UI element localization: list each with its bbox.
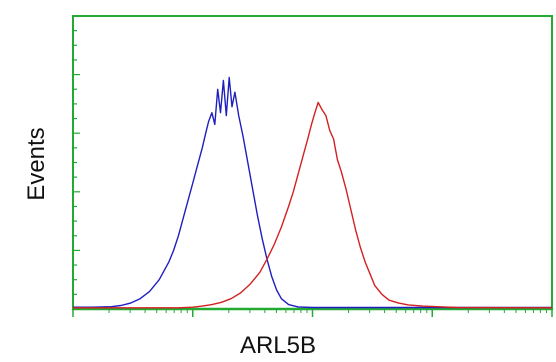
y-axis-label: Events [23, 127, 50, 200]
histogram-series-1-line [73, 76, 552, 309]
plot-area [72, 15, 553, 317]
x-axis-label: ARL5B [240, 332, 316, 359]
histogram-series-2-line [73, 101, 553, 309]
